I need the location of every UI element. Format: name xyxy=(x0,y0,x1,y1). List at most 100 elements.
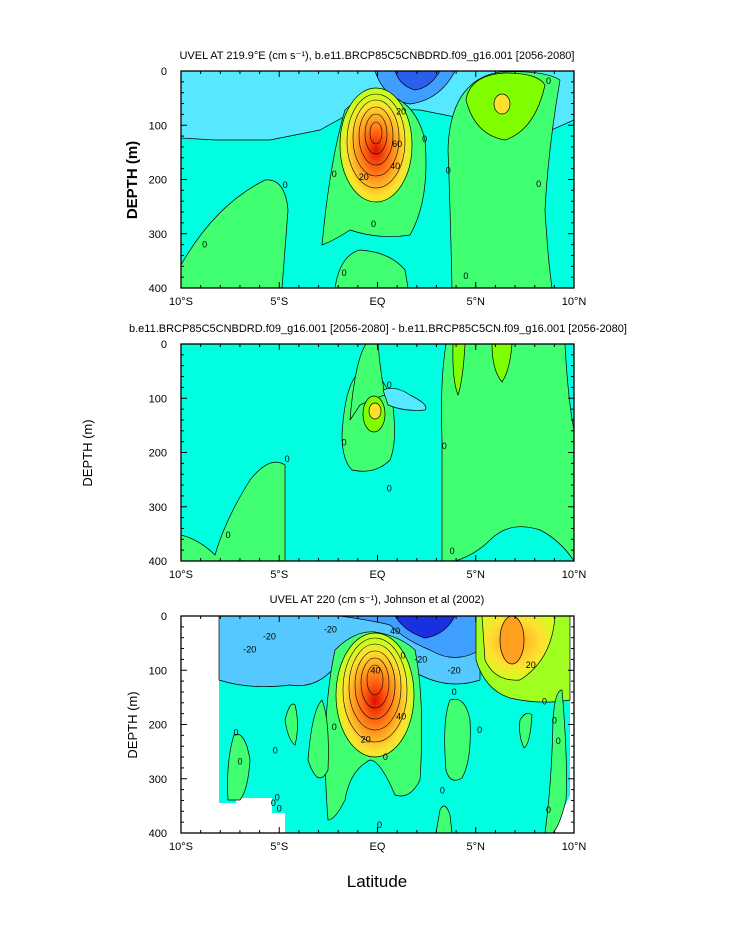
panel-2-contour-labels: 0 0 0 0 0 0 0 xyxy=(226,380,455,556)
panel-3-north-green-3 xyxy=(519,713,533,749)
panel-2-x-tick-label: EQ xyxy=(370,569,386,581)
panel-3-title: UVEL AT 220 (cm s⁻¹), Johnson et al (200… xyxy=(270,594,485,606)
panel-3-x-tick-label: 10°S xyxy=(169,841,193,853)
panel-1-contour-label: 0 xyxy=(446,165,451,175)
panel-2-field xyxy=(181,344,574,561)
panel-1-x-tick-label: 10°S xyxy=(169,296,193,308)
panel-3-jet-contour-5 xyxy=(366,664,384,696)
panel-1-field xyxy=(181,71,574,288)
panel-3-contour-label: 0 xyxy=(237,756,242,766)
panel-2-y-tick-label: 200 xyxy=(149,448,167,460)
panel-3-contour-label: 0 xyxy=(401,651,406,661)
panel-3-jet-contour-4 xyxy=(360,657,390,709)
panel-3-south-green-1 xyxy=(227,733,251,801)
panel-3-contour-label: -20 xyxy=(243,645,256,655)
panel-3-jet-contour-1 xyxy=(342,637,408,743)
panel-2-y-axis-label: DEPTH (m) xyxy=(80,419,95,486)
panel-3-contour-label: 0 xyxy=(271,798,276,808)
panel-1-contour-label: 0 xyxy=(342,268,347,278)
panel-1-jet-contour-4 xyxy=(364,113,388,155)
panel-2-title: b.e11.BRCP85C5CNBDRD.f09_g16.001 [2056-2… xyxy=(129,323,627,335)
panel-1-jet-contour-2 xyxy=(352,99,400,177)
panel-3-contour-label: 0 xyxy=(332,722,337,732)
panel-1-contour-label: 60 xyxy=(392,139,402,149)
panel-1-y-tick-label: 300 xyxy=(149,229,167,241)
panel-1-neg-core-inner xyxy=(394,71,441,91)
panel-1-contour-label: 0 xyxy=(536,179,541,189)
panel-3-contour-label: 20 xyxy=(361,735,371,745)
panel-1-contour-label: 0 xyxy=(202,240,207,250)
panel-3-contour-label: 0 xyxy=(234,728,239,738)
panel-3-contour-label: 0 xyxy=(552,716,557,726)
panel-3-contour-label: 0 xyxy=(275,793,280,803)
panel-2-axes: 10°S 5°S EQ 5°N 10°N 0 100 200 300 400 xyxy=(149,339,587,581)
panel-3-contour-label: 0 xyxy=(383,752,388,762)
panel-1-south-green xyxy=(181,179,289,288)
panel-3-north-orange xyxy=(499,616,525,665)
panel-2-y-tick-label: 100 xyxy=(149,393,167,405)
panel-3-north-green-2 xyxy=(544,689,567,833)
panel-3-jet-contour-2 xyxy=(348,643,402,731)
panel-3-contour-label: 0 xyxy=(477,725,482,735)
panel-1-y-tick-label: 0 xyxy=(161,66,167,78)
panel-3-x-tick-label: 5°N xyxy=(467,841,486,853)
panel-1-x-tick-label: EQ xyxy=(370,296,386,308)
panel-3-neg-core xyxy=(394,616,456,639)
panel-3-contour-label: 0 xyxy=(277,804,282,814)
panel-1-y-tick-label: 100 xyxy=(149,120,167,132)
panel-3-contour-label: 0 xyxy=(546,805,551,815)
panel-3-contour-label: 40 xyxy=(396,711,406,721)
panel-3-contour-label: 0 xyxy=(556,736,561,746)
panel-2-contour-label: 0 xyxy=(387,483,392,493)
panel-2-contour-label: 0 xyxy=(450,546,455,556)
panel-3-field xyxy=(181,616,574,833)
panel-1-y-tick-label: 400 xyxy=(149,283,167,295)
panel-3-contour-label: 20 xyxy=(526,660,536,670)
panel-2-contour-label: 0 xyxy=(442,441,447,451)
panel-1-contour-label: 20 xyxy=(396,107,406,117)
panel-1-x-tick-label: 5°N xyxy=(467,296,486,308)
panel-2: b.e11.BRCP85C5CNBDRD.f09_g16.001 [2056-2… xyxy=(129,323,627,581)
panel-3-y-tick-label: 300 xyxy=(149,774,167,786)
panel-2-north-green xyxy=(441,344,574,561)
panel-3-x-tick-label: EQ xyxy=(370,841,386,853)
panel-1-title: UVEL AT 219.9°E (cm s⁻¹), b.e11.BRCP85C5… xyxy=(179,50,574,62)
panel-2-contour-label: 0 xyxy=(342,438,347,448)
panel-1-x-tick-label: 5°S xyxy=(270,296,288,308)
panel-3-y-tick-label: 400 xyxy=(149,828,167,840)
panel-1-contour-label: 0 xyxy=(332,169,337,179)
panel-1-eq-lower-green xyxy=(334,249,409,288)
panel-2-south-green xyxy=(181,461,286,561)
panel-2-contour-label: 0 xyxy=(226,530,231,540)
panel-2-x-tick-label: 10°N xyxy=(562,569,587,581)
panel-3-south-green-3 xyxy=(307,699,329,779)
panel-1-jet-contour-5 xyxy=(369,121,383,145)
panel-1-contour-label: 0 xyxy=(371,219,376,229)
panel-2-y-tick-label: 300 xyxy=(149,502,167,514)
panel-1-north-green xyxy=(447,71,561,288)
panel-1-contour-label: 0 xyxy=(422,134,427,144)
panel-3-contour-label: 40 xyxy=(371,665,381,675)
panel-1-y-axis-label: DEPTH (m) xyxy=(124,141,141,219)
panel-1-contour-labels: 20 60 40 20 0 0 0 0 0 0 0 0 0 0 xyxy=(202,76,551,281)
panel-2-eq-blue xyxy=(382,388,427,411)
panel-1-contour-label: 0 xyxy=(283,180,288,190)
panel-1-jet-contour-3 xyxy=(358,106,394,166)
x-axis-label: Latitude xyxy=(347,872,408,891)
panel-3-y-tick-label: 100 xyxy=(149,665,167,677)
panel-1: UVEL AT 219.9°E (cm s⁻¹), b.e11.BRCP85C5… xyxy=(124,50,586,308)
panel-3-south-green-2 xyxy=(284,703,298,746)
panel-3-contour-label: 0 xyxy=(452,687,457,697)
panel-2-x-tick-label: 5°N xyxy=(467,569,486,581)
panel-1-jet xyxy=(339,87,413,203)
panel-3-contour-label: 0 xyxy=(542,697,547,707)
panel-2-y-tick-label: 400 xyxy=(149,556,167,568)
panel-1-jet-contour-1 xyxy=(346,93,406,189)
panel-3-north-green-1 xyxy=(444,698,471,781)
panel-3: UVEL AT 220 (cm s⁻¹), Johnson et al (200… xyxy=(125,594,586,853)
panel-1-contour-label: 20 xyxy=(359,172,369,182)
panel-3-contour-label: 40 xyxy=(390,626,400,636)
panel-2-contour-label: 0 xyxy=(285,454,290,464)
